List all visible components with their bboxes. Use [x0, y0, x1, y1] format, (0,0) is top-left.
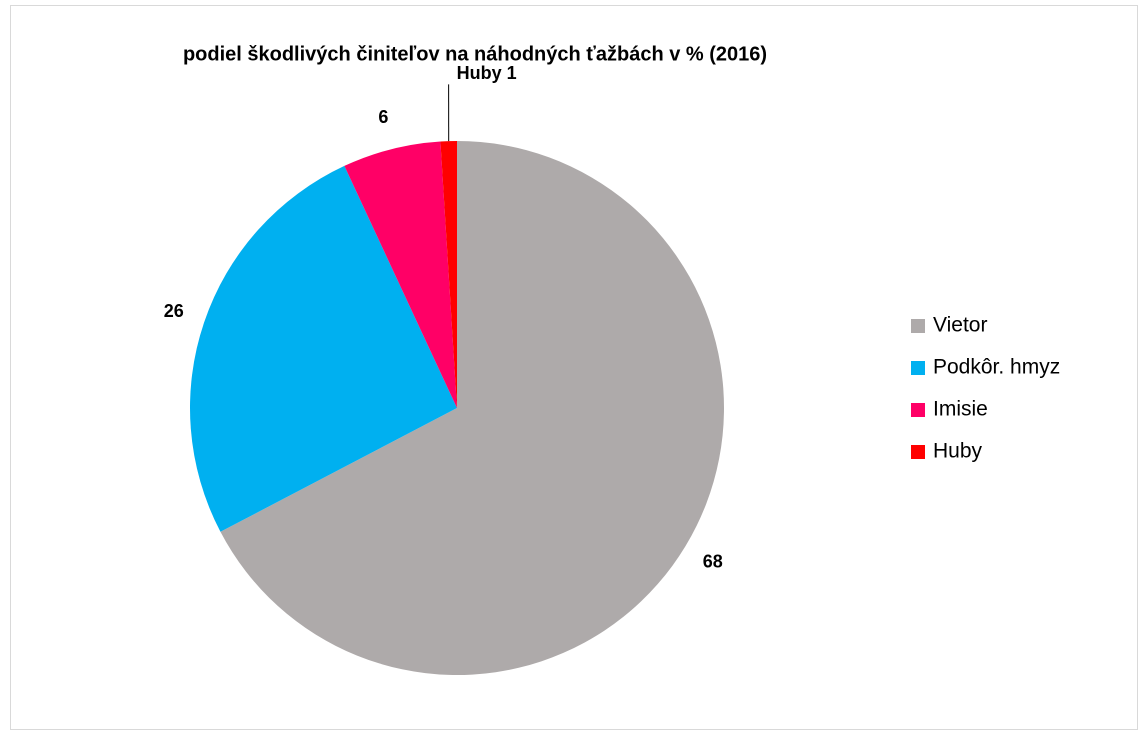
- chart-title: podiel škodlivých činiteľov na náhodných…: [183, 43, 767, 65]
- pie-slice: [440, 141, 457, 408]
- pie-slice: [344, 141, 457, 408]
- legend-label: Vietor: [933, 314, 987, 337]
- pie-slice: [220, 141, 724, 675]
- data-label: 6: [378, 107, 388, 127]
- data-label: 26: [164, 301, 184, 321]
- data-label: 68: [703, 552, 723, 572]
- legend-swatch: [911, 403, 925, 417]
- legend-label: Podkôr. hmyz: [933, 356, 1060, 379]
- legend-label: Huby: [933, 440, 983, 463]
- legend-swatch: [911, 445, 925, 459]
- pie-slice: [190, 165, 458, 532]
- legend-swatch: [911, 319, 925, 333]
- legend-swatch: [911, 361, 925, 375]
- legend-label: Imisie: [933, 398, 988, 421]
- data-label: Huby 1: [457, 63, 517, 83]
